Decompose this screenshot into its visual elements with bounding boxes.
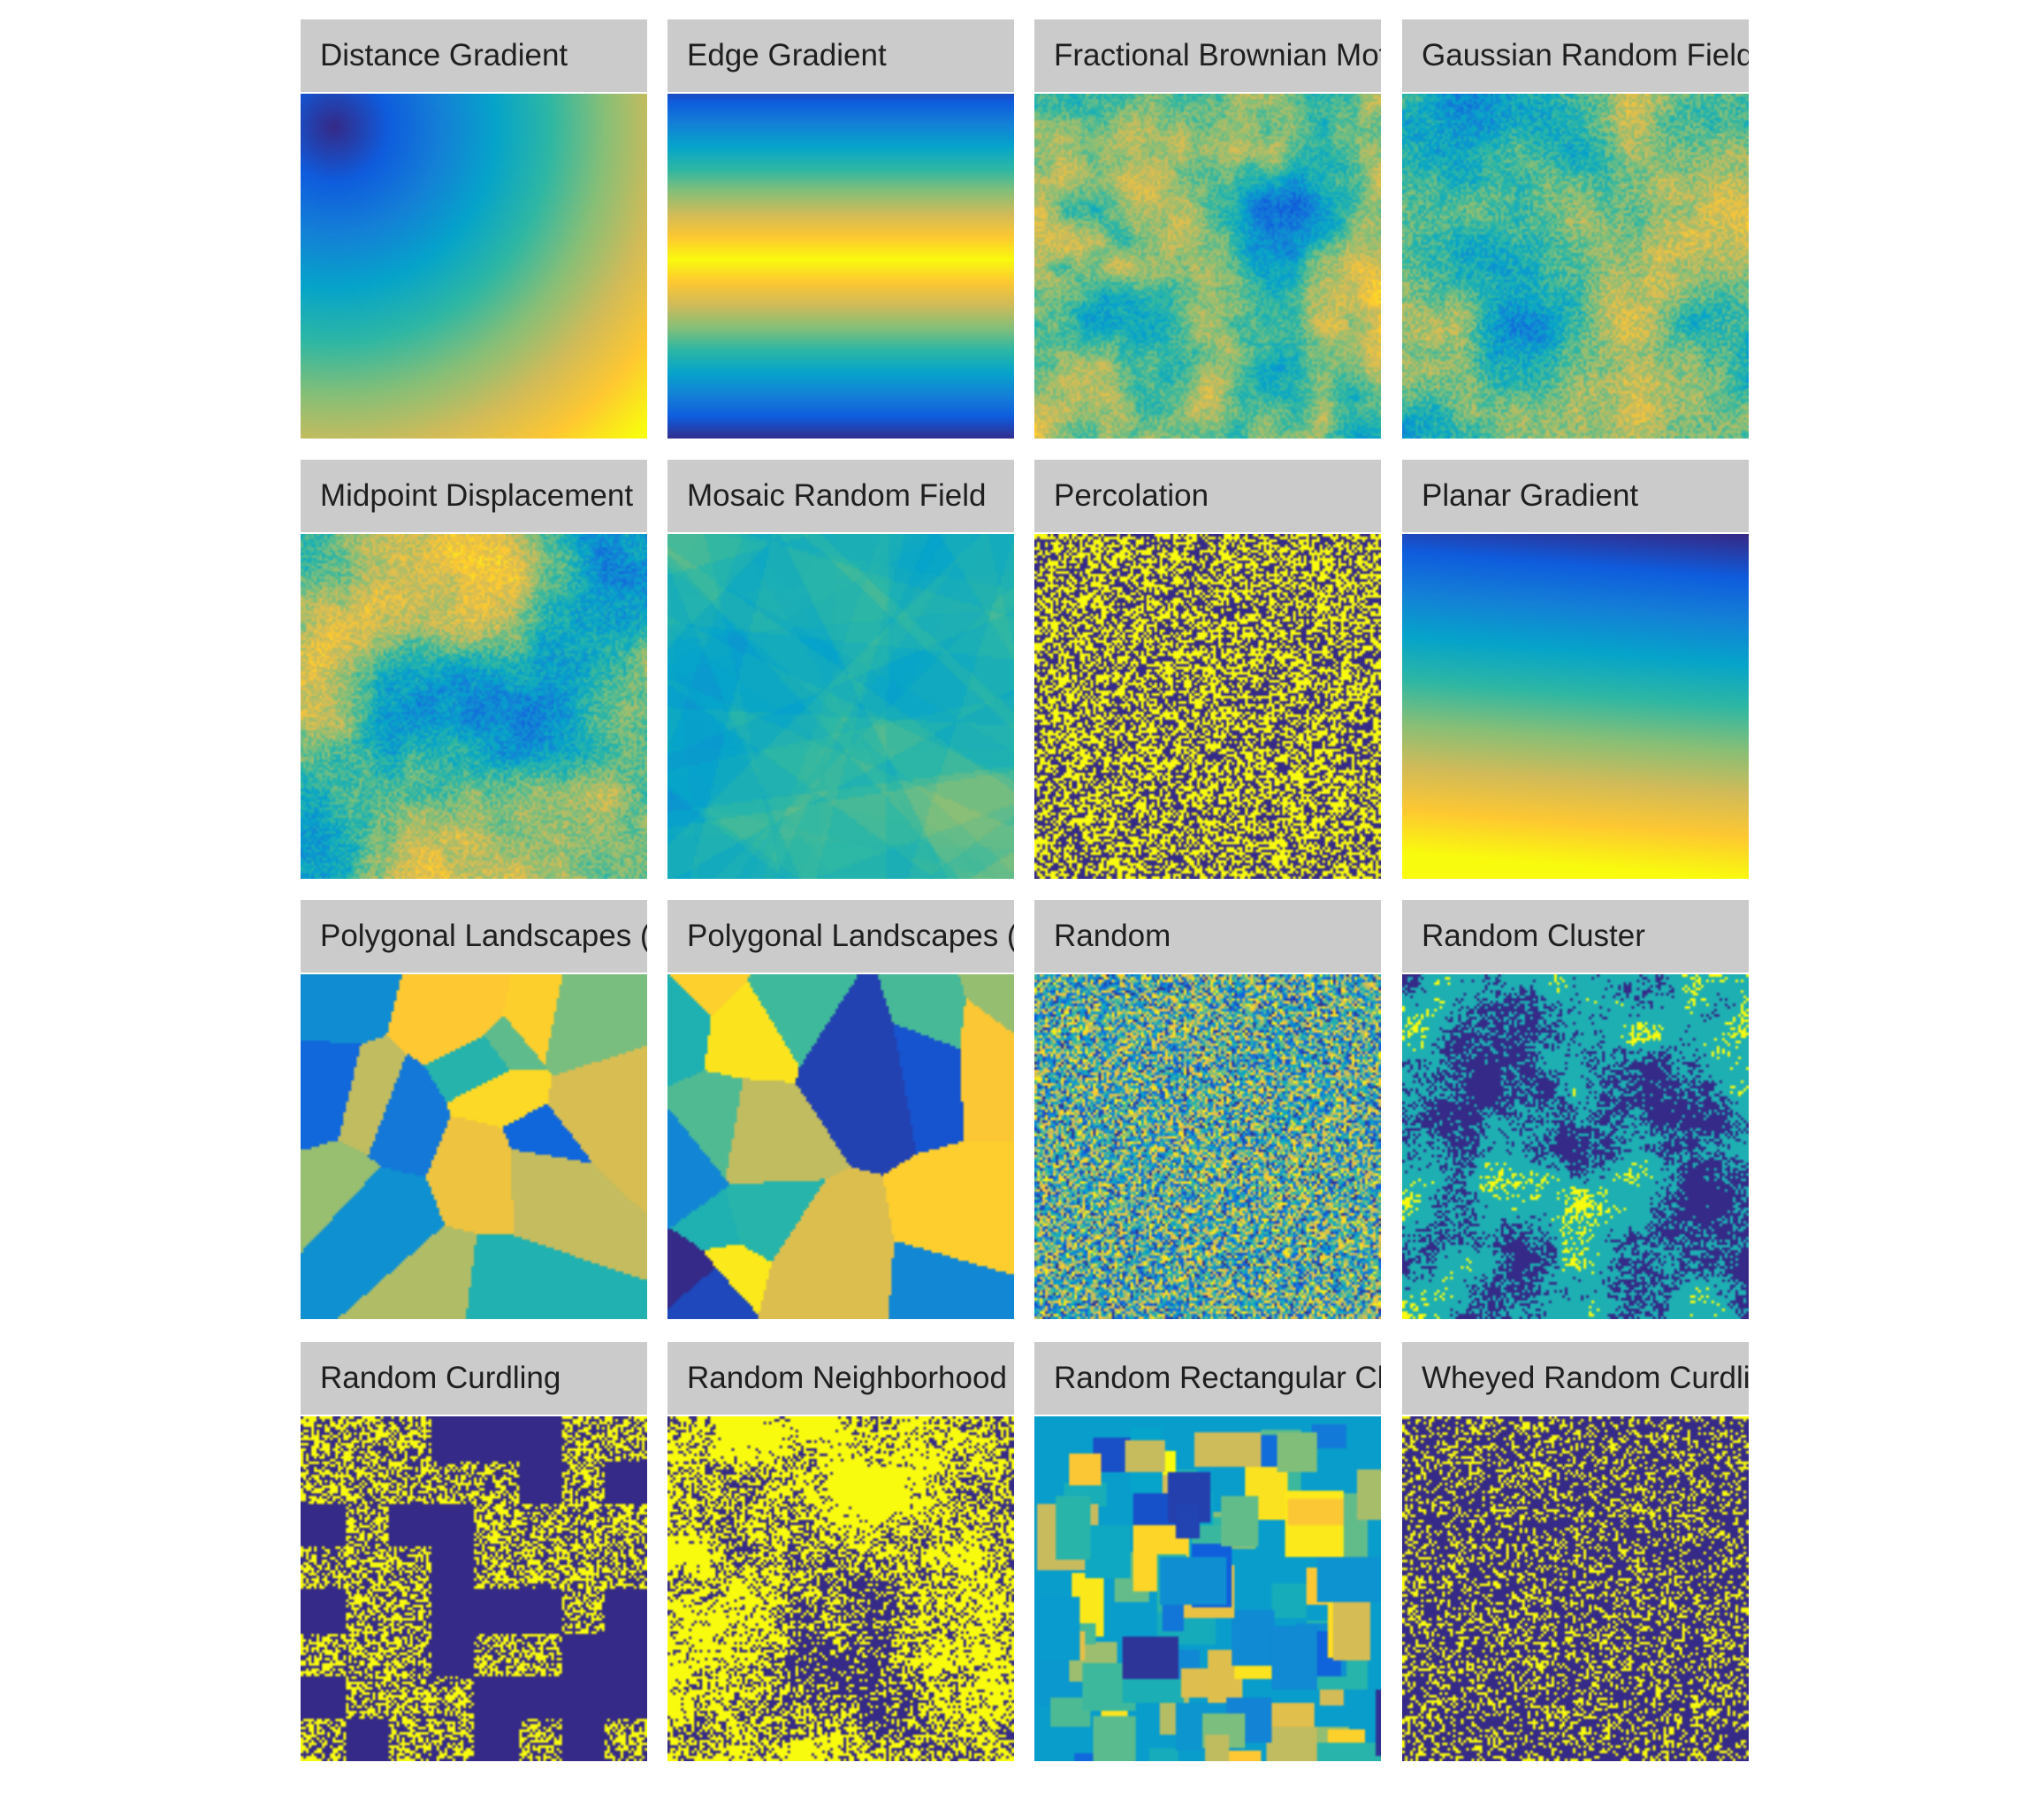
- landscape-image-distance-gradient: [301, 94, 647, 439]
- panel-title: Random Neighborhood: [687, 1361, 1007, 1395]
- landscape-image-mosaic-random-field: [667, 534, 1014, 879]
- panel-title-bar: Percolation: [1034, 460, 1381, 532]
- panel-title: Planar Gradient: [1422, 478, 1639, 513]
- panel-title-bar: Random Curdling: [301, 1342, 647, 1415]
- panel-title-bar: Random Neighborhood: [667, 1342, 1014, 1415]
- panel-title: Random Curdling: [320, 1361, 561, 1395]
- panel-polygonal-landscapes-g: Polygonal Landscapes (G: [301, 900, 647, 1319]
- panel-edge-gradient: Edge Gradient: [667, 19, 1014, 439]
- panel-random-rectangular-cluster: Random Rectangular Clus: [1034, 1342, 1381, 1761]
- panel-title: Random Rectangular Clus: [1054, 1361, 1381, 1395]
- landscape-image-random: [1034, 974, 1381, 1319]
- panel-title-bar: Random: [1034, 900, 1381, 973]
- panel-title: Percolation: [1054, 478, 1209, 513]
- panel-title: Distance Gradient: [320, 38, 568, 72]
- panel-title: Polygonal Landscapes (G: [320, 919, 647, 953]
- landscape-gallery: Distance Gradient Edge Gradient Fraction…: [301, 19, 1749, 1761]
- panel-title-bar: Fractional Brownian Motio: [1034, 19, 1381, 92]
- panel-title: Fractional Brownian Motio: [1054, 38, 1381, 72]
- panel-title-bar: Wheyed Random Curdling: [1402, 1342, 1749, 1415]
- landscape-image-midpoint-displacement: [301, 534, 647, 879]
- landscape-image-random-rectangular-cluster: [1034, 1416, 1381, 1761]
- panel-percolation: Percolation: [1034, 460, 1381, 879]
- panel-wheyed-random-curdling: Wheyed Random Curdling: [1402, 1342, 1749, 1761]
- landscape-image-planar-gradient: [1402, 534, 1749, 879]
- landscape-image-wheyed-random-curdling: [1402, 1416, 1749, 1761]
- panel-title-bar: Random Rectangular Clus: [1034, 1342, 1381, 1415]
- panel-title: Midpoint Displacement: [320, 478, 634, 513]
- panel-title-bar: Gaussian Random Field: [1402, 19, 1749, 92]
- landscape-image-random-cluster: [1402, 974, 1749, 1319]
- landscape-image-random-curdling: [301, 1416, 647, 1761]
- panel-title-bar: Mosaic Random Field: [667, 460, 1014, 532]
- panel-title: Random: [1054, 919, 1171, 953]
- panel-polygonal-landscapes-t: Polygonal Landscapes (Te: [667, 900, 1014, 1319]
- landscape-image-gaussian-random-field: [1402, 94, 1749, 439]
- panel-random: Random: [1034, 900, 1381, 1319]
- panel-title: Wheyed Random Curdling: [1422, 1361, 1749, 1395]
- panel-random-curdling: Random Curdling: [301, 1342, 647, 1761]
- landscape-image-edge-gradient: [667, 94, 1014, 439]
- panel-title: Polygonal Landscapes (Te: [687, 919, 1014, 953]
- panel-midpoint-displacement: Midpoint Displacement: [301, 460, 647, 879]
- panel-distance-gradient: Distance Gradient: [301, 19, 647, 439]
- panel-title: Mosaic Random Field: [687, 478, 987, 513]
- landscape-image-polygonal-landscapes-t: [667, 974, 1014, 1319]
- panel-random-neighborhood: Random Neighborhood: [667, 1342, 1014, 1761]
- panel-title-bar: Midpoint Displacement: [301, 460, 647, 532]
- panel-planar-gradient: Planar Gradient: [1402, 460, 1749, 879]
- panel-title-bar: Random Cluster: [1402, 900, 1749, 973]
- panel-title: Random Cluster: [1422, 919, 1645, 953]
- panel-title-bar: Polygonal Landscapes (Te: [667, 900, 1014, 973]
- panel-gaussian-random-field: Gaussian Random Field: [1402, 19, 1749, 439]
- panel-title-bar: Distance Gradient: [301, 19, 647, 92]
- panel-title-bar: Polygonal Landscapes (G: [301, 900, 647, 973]
- panel-title: Edge Gradient: [687, 38, 887, 72]
- landscape-image-percolation: [1034, 534, 1381, 879]
- landscape-image-polygonal-landscapes-g: [301, 974, 647, 1319]
- panel-title-bar: Edge Gradient: [667, 19, 1014, 92]
- panel-random-cluster: Random Cluster: [1402, 900, 1749, 1319]
- landscape-image-random-neighborhood: [667, 1416, 1014, 1761]
- panel-title: Gaussian Random Field: [1422, 38, 1749, 72]
- panel-mosaic-random-field: Mosaic Random Field: [667, 460, 1014, 879]
- landscape-image-fractional-brownian-motion: [1034, 94, 1381, 439]
- panel-fractional-brownian-motion: Fractional Brownian Motio: [1034, 19, 1381, 439]
- panel-title-bar: Planar Gradient: [1402, 460, 1749, 532]
